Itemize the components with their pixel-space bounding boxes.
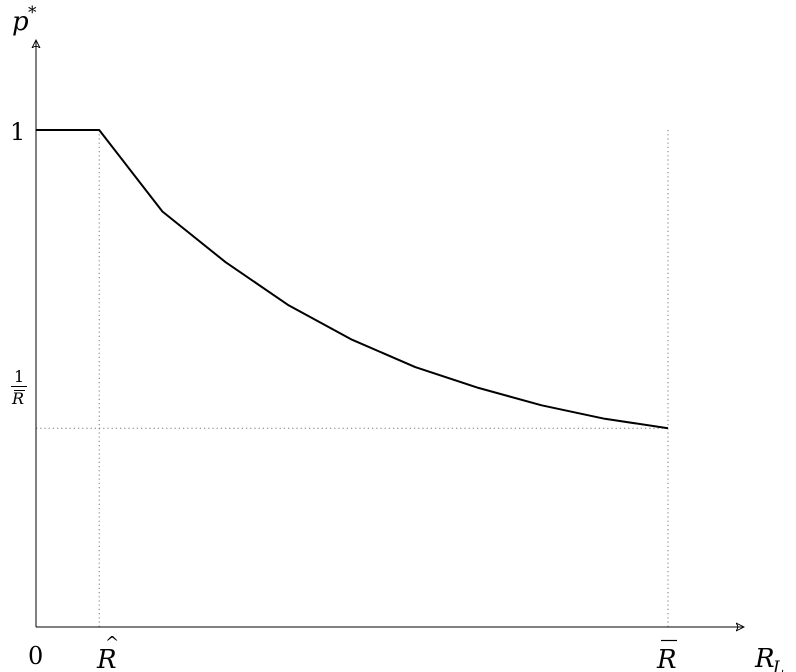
origin-label: 0 bbox=[28, 642, 43, 670]
y-tick-label-one: 1 bbox=[10, 118, 25, 146]
x-tick-r-hat-accent: ^ bbox=[105, 633, 119, 653]
y-tick-fraction-denominator: R bbox=[11, 389, 24, 408]
series-line bbox=[36, 129, 669, 430]
y-axis-label: p bbox=[12, 7, 29, 37]
x-axis-label-subscript: L bbox=[772, 658, 784, 672]
x-tick-label-r-hat: R bbox=[96, 645, 117, 672]
x-axis-label: R bbox=[754, 644, 775, 672]
y-tick-fraction-numerator: 1 bbox=[14, 367, 24, 386]
y-axis-label-superscript: * bbox=[28, 3, 37, 23]
x-tick-label-r-bar: R bbox=[656, 645, 677, 672]
